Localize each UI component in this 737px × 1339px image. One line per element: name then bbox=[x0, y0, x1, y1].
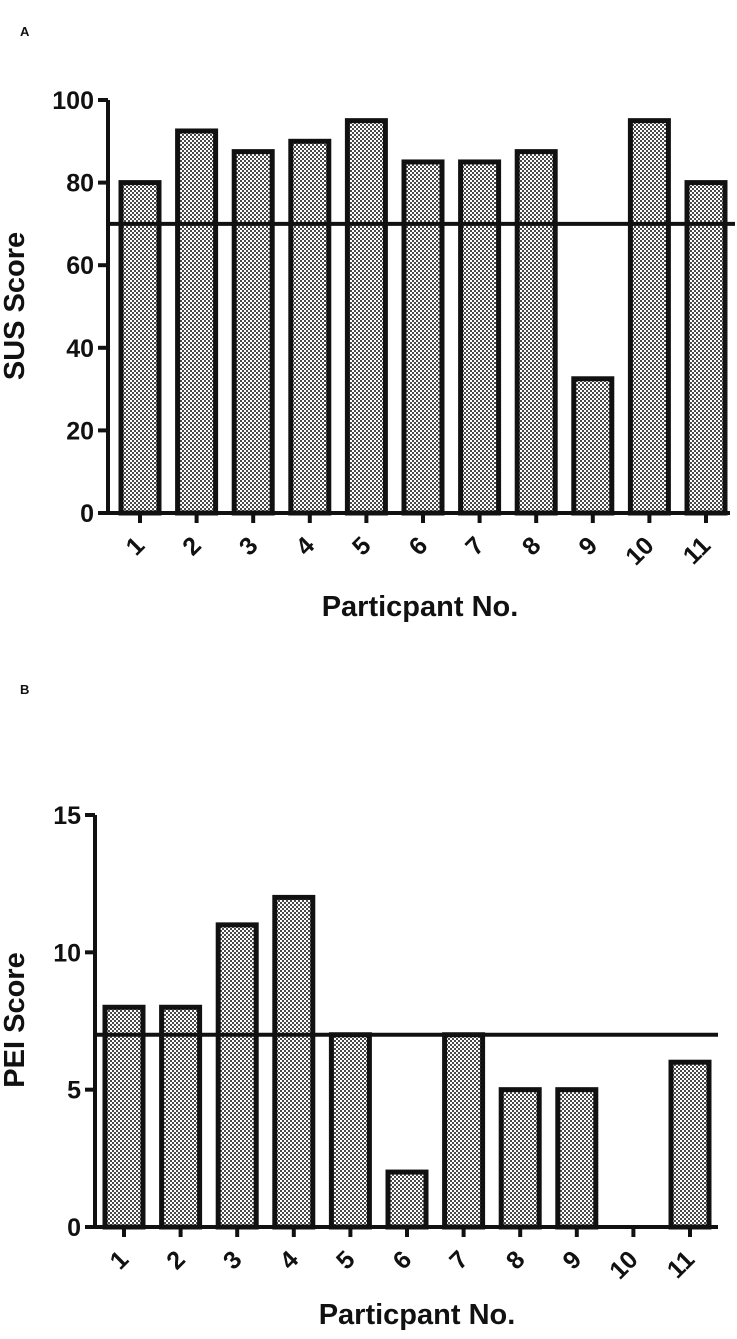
y-tick-label: 40 bbox=[66, 335, 94, 363]
bar-participant-6 bbox=[385, 1169, 429, 1230]
x-tick-label: 5 bbox=[331, 1245, 361, 1275]
x-tick-label: 7 bbox=[460, 531, 490, 561]
x-tick-label: 4 bbox=[274, 1245, 304, 1275]
x-tick-label: 2 bbox=[161, 1245, 191, 1275]
x-tick-label: 1 bbox=[121, 531, 151, 561]
y-tick-label: 0 bbox=[67, 1214, 81, 1242]
y-tick-label: 80 bbox=[66, 170, 94, 198]
y-tick-label: 100 bbox=[52, 87, 94, 115]
x-tick-label: 1 bbox=[105, 1245, 135, 1275]
bar-participant-7 bbox=[442, 1032, 486, 1230]
bar-participant-4 bbox=[272, 894, 316, 1230]
bar-participant-1 bbox=[102, 1004, 146, 1230]
x-tick-label: 7 bbox=[444, 1245, 474, 1275]
panel-a-letter: A bbox=[20, 24, 30, 39]
bar-participant-8 bbox=[514, 149, 558, 516]
y-tick-label: 5 bbox=[67, 1077, 81, 1105]
bar-participant-4 bbox=[288, 138, 332, 516]
bar-participant-6 bbox=[401, 159, 445, 516]
x-tick-label: 3 bbox=[218, 1245, 248, 1275]
x-tick-label: 2 bbox=[177, 531, 207, 561]
x-tick-label: 10 bbox=[604, 1245, 643, 1284]
sus-score-chart: 0 20 40 60 80 100 1 2 3 4 5 6 7 8 9 10 11 Particpant No. S… bbox=[0, 87, 735, 623]
y-tick-label: 15 bbox=[53, 802, 81, 830]
y-tick-label: 60 bbox=[66, 252, 94, 280]
x-tick-label: 9 bbox=[573, 531, 603, 561]
bar-participant-11 bbox=[668, 1059, 712, 1230]
x-tick-label: 11 bbox=[678, 531, 717, 570]
bar-participant-7 bbox=[458, 159, 502, 516]
x-tick-label: 5 bbox=[347, 531, 377, 561]
x-axis-label: Particpant No. bbox=[322, 591, 519, 623]
bar-participant-9 bbox=[571, 376, 615, 516]
y-axis-label: PEI Score bbox=[0, 952, 31, 1087]
bar-participant-3 bbox=[231, 149, 275, 516]
bar-participant-2 bbox=[175, 128, 219, 516]
x-tick-label: 11 bbox=[662, 1245, 701, 1284]
x-tick-label: 6 bbox=[388, 1245, 418, 1275]
bar-participant-2 bbox=[159, 1004, 203, 1230]
y-axis-label: SUS Score bbox=[0, 232, 31, 380]
panel-b-letter: B bbox=[20, 682, 30, 697]
y-tick-label: 20 bbox=[66, 417, 94, 445]
bar-participant-3 bbox=[215, 922, 259, 1230]
bar-participant-5 bbox=[328, 1032, 372, 1230]
x-tick-label: 8 bbox=[501, 1245, 531, 1275]
x-tick-label: 8 bbox=[517, 531, 547, 561]
x-axis-label: Particpant No. bbox=[319, 1299, 516, 1331]
y-tick-label: 10 bbox=[53, 939, 81, 967]
x-tick-label: 3 bbox=[234, 531, 264, 561]
bar-participant-8 bbox=[498, 1087, 542, 1230]
bar-participant-11 bbox=[684, 180, 728, 516]
x-tick-label: 6 bbox=[404, 531, 434, 561]
x-tick-label: 10 bbox=[620, 531, 659, 570]
y-tick-label: 0 bbox=[80, 500, 94, 528]
bar-participant-1 bbox=[118, 180, 162, 516]
x-tick-label: 4 bbox=[290, 531, 320, 561]
x-tick-label: 9 bbox=[557, 1245, 587, 1275]
bar-participant-5 bbox=[344, 118, 388, 516]
bar-participant-10 bbox=[627, 118, 671, 516]
bar-participant-9 bbox=[555, 1087, 599, 1230]
